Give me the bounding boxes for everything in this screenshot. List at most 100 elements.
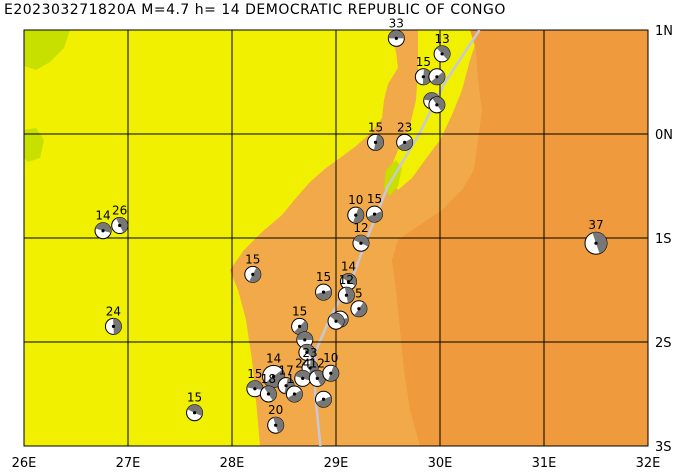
earthquake-event[interactable]: 37 (584, 218, 608, 255)
earthquake-event[interactable]: 14 (262, 351, 286, 388)
earthquake-event[interactable]: 15 (315, 270, 333, 301)
earthquake-event[interactable]: 12 (337, 273, 355, 304)
focal-center (272, 374, 276, 378)
lat-tick-label: 0N (655, 128, 673, 143)
earthquake-event[interactable]: 15 (365, 192, 383, 223)
earthquake-event[interactable] (315, 390, 333, 408)
focal-center (359, 241, 363, 245)
earthquake-event[interactable]: 5 (350, 287, 368, 318)
earthquake-event[interactable]: 14 (94, 209, 112, 240)
depth-label: 13 (434, 32, 449, 46)
focal-quadrant (341, 273, 357, 286)
earthquake-event[interactable]: 15 (186, 391, 204, 422)
focal-center (354, 213, 358, 217)
depth-label: 26 (112, 204, 127, 218)
focal-quadrant (344, 287, 355, 304)
focal-center (101, 229, 105, 233)
depth-label: 15 (245, 252, 260, 266)
focal-center (308, 366, 312, 370)
focal-center (111, 324, 116, 328)
focal-center (251, 272, 255, 276)
depth-label: 14 (95, 209, 110, 223)
focal-center (403, 140, 407, 144)
focal-quadrant (373, 134, 384, 151)
depth-label: 33 (389, 16, 404, 30)
earthquake-event[interactable]: 12 (352, 221, 370, 252)
map-title: E202303271820A M=4.7 h= 14 DEMOCRATIC RE… (4, 2, 506, 18)
earthquake-event[interactable]: 14 (339, 260, 357, 291)
focal-quadrant (316, 396, 332, 408)
earthquake-event[interactable]: 20 (267, 403, 285, 434)
earthquake-event[interactable]: 12 (308, 356, 326, 387)
earthquake-event[interactable]: 10 (322, 351, 340, 382)
depth-label: 23 (397, 120, 412, 134)
earthquake-event[interactable]: 15 (244, 252, 262, 283)
depth-label: 12 (353, 221, 368, 235)
earthquake-event[interactable]: 10 (347, 193, 365, 224)
earthquake-event[interactable] (428, 96, 446, 114)
focal-center (594, 241, 598, 245)
lake-area (24, 30, 70, 70)
focal-quadrant (592, 232, 607, 254)
focal-center (394, 36, 398, 40)
earthquake-event[interactable]: 15 (414, 55, 432, 86)
lat-tick-label: 3S (655, 440, 672, 455)
earthquake-event[interactable]: 15 (367, 120, 385, 151)
earthquake-event[interactable] (428, 68, 446, 86)
earthquake-event[interactable]: 24 (104, 304, 122, 335)
focal-quadrant (295, 370, 311, 381)
focal-center (435, 103, 439, 107)
depth-label: 10 (348, 193, 363, 207)
earthquake-event[interactable] (296, 331, 314, 349)
focal-center (266, 392, 270, 396)
earthquake-event[interactable]: 18 (259, 372, 277, 403)
focal-quadrant (113, 318, 122, 335)
focal-quadrant (436, 45, 451, 60)
earthquake-event[interactable]: 23 (396, 120, 414, 151)
focal-center (284, 384, 288, 388)
earthquake-event[interactable]: 33 (387, 16, 405, 47)
earthquake-event[interactable]: 15 (291, 304, 309, 335)
depth-label: 17 (278, 364, 293, 378)
depth-label: 15 (416, 55, 431, 69)
depth-label: 15 (368, 120, 383, 134)
focal-quadrant (249, 267, 261, 283)
focal-quadrant (430, 71, 445, 85)
magnitude: M=4.7 (141, 2, 190, 18)
lake-area (24, 128, 44, 162)
focal-quadrant (301, 344, 315, 359)
depth-label: 24 (295, 356, 310, 370)
depth: h= 14 (194, 2, 241, 18)
focal-center (373, 140, 378, 144)
earthquake-event[interactable]: 26 (111, 204, 129, 235)
focal-center (274, 423, 278, 427)
focal-center (435, 75, 439, 79)
focal-center (344, 293, 348, 297)
lon-tick-label: 27E (116, 456, 141, 471)
depth-label: 10 (323, 351, 338, 365)
focal-center (321, 397, 326, 401)
lon-tick-label: 28E (220, 456, 245, 471)
lat-tick-label: 2S (655, 336, 672, 351)
focal-center (421, 75, 425, 79)
focal-center (334, 319, 338, 323)
lat-tick-label: 1S (655, 232, 672, 247)
focal-center (292, 392, 296, 396)
event-id: E202303271820A (4, 2, 137, 18)
region-name: DEMOCRATIC REPUBLIC OF CONGO (245, 2, 506, 18)
focal-quadrant (397, 138, 413, 151)
earthquake-event[interactable]: 24 (294, 356, 312, 387)
focal-quadrant (353, 207, 364, 224)
focal-quadrant (388, 30, 405, 39)
depth-label: 12 (310, 356, 325, 370)
depth-label: 23 (302, 346, 317, 360)
tick-labels: 26E 27E 28E 29E 30E 31E 32E 1N 0N 1S 2S 3S (12, 24, 673, 471)
focal-quadrant (116, 217, 128, 233)
depth-label: 15 (292, 304, 307, 318)
earthquake-event[interactable]: 13 (433, 32, 451, 63)
lon-tick-label: 32E (636, 456, 661, 471)
focal-quadrant (246, 380, 263, 391)
earthquake-event[interactable] (327, 312, 345, 330)
